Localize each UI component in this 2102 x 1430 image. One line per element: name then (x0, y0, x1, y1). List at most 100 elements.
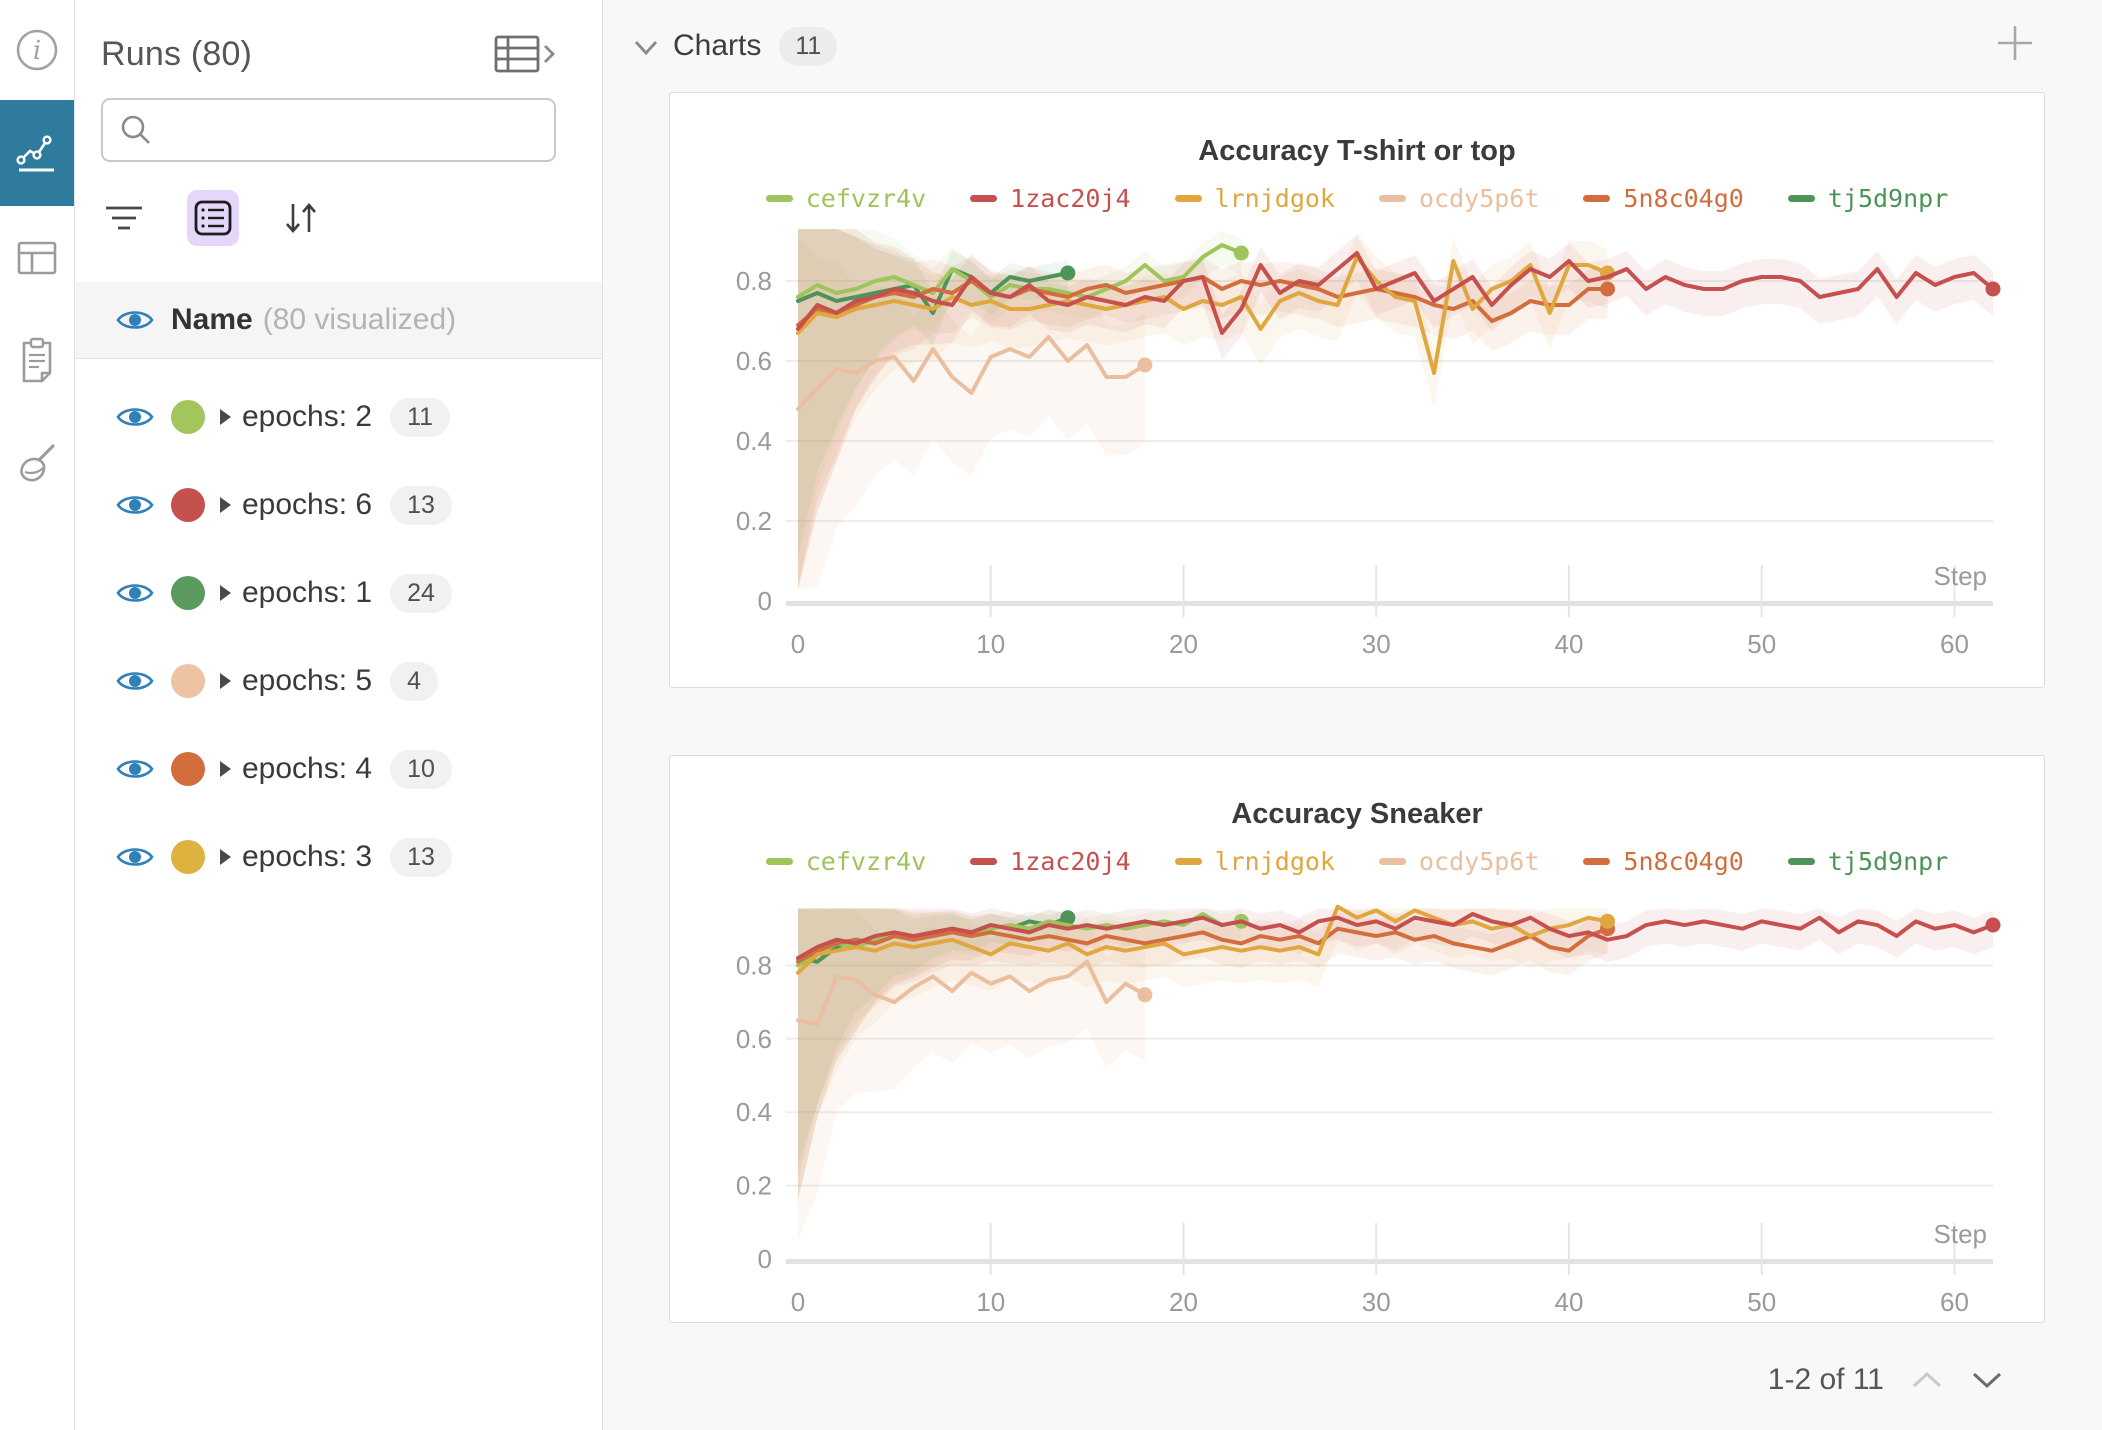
run-group-label: epochs: 1 (242, 576, 373, 609)
table-icon (15, 236, 59, 280)
eye-icon[interactable] (115, 756, 155, 782)
chart-legend: cefvzr4v 1zac20j4 lrnjdgok ocdy5p6t 5n8c… (670, 184, 2044, 213)
run-group-count-badge: 10 (390, 749, 452, 789)
run-group-label: epochs: 6 (242, 488, 373, 521)
workspace-main: Charts 11 Accuracy T-shirt or top cefvzr… (603, 0, 2102, 1430)
run-group-count-badge: 24 (390, 573, 452, 613)
svg-text:0: 0 (758, 586, 772, 616)
eye-icon[interactable] (115, 492, 155, 518)
svg-text:60: 60 (1940, 1287, 1969, 1317)
legend-item[interactable]: lrnjdgok (1174, 847, 1335, 876)
run-search[interactable] (101, 98, 556, 162)
svg-text:0: 0 (758, 1244, 772, 1274)
runs-name-header[interactable]: Name (80 visualized) (75, 282, 602, 359)
chevron-down-icon[interactable] (1970, 1369, 2004, 1391)
charts-collapse-chevron-icon[interactable] (633, 39, 659, 57)
svg-text:60: 60 (1940, 629, 1969, 659)
legend-item[interactable]: 5n8c04g0 (1583, 847, 1744, 876)
svg-text:50: 50 (1747, 1287, 1776, 1317)
filter-icon[interactable] (101, 200, 147, 236)
nav-info[interactable]: i (0, 0, 74, 100)
chart-panel-accuracy-tshirt[interactable]: Accuracy T-shirt or top cefvzr4v 1zac20j… (669, 92, 2045, 688)
chart-title: Accuracy Sneaker (1231, 798, 1483, 830)
legend-run-name: 1zac20j4 (1010, 184, 1131, 213)
legend-swatch (1787, 195, 1815, 202)
group-list-button[interactable] (187, 190, 239, 246)
svg-text:30: 30 (1362, 1287, 1391, 1317)
svg-text:10: 10 (976, 629, 1005, 659)
legend-swatch (1379, 858, 1406, 865)
svg-text:Step: Step (1934, 561, 1988, 591)
eye-icon[interactable] (115, 668, 155, 694)
legend-item[interactable]: tj5d9npr (1787, 184, 1948, 213)
run-group-count-badge: 13 (390, 485, 452, 525)
legend-run-name: ocdy5p6t (1419, 184, 1540, 213)
legend-item[interactable]: lrnjdgok (1174, 184, 1335, 213)
runs-title: Runs (80) (101, 34, 253, 73)
legend-item[interactable]: cefvzr4v (765, 184, 927, 213)
run-group-color-dot (171, 488, 205, 522)
legend-item[interactable]: cefvzr4v (765, 847, 926, 876)
run-group-row[interactable]: epochs: 4 10 (75, 725, 602, 813)
nav-notes[interactable] (0, 310, 74, 408)
legend-run-name: cefvzr4v (805, 184, 927, 213)
legend-swatch (1174, 195, 1202, 202)
eye-icon[interactable] (115, 307, 155, 333)
legend-run-name: 5n8c04g0 (1623, 184, 1744, 213)
legend-swatch (1379, 195, 1406, 202)
eye-icon[interactable] (115, 580, 155, 606)
legend-run-name: lrnjdgok (1214, 847, 1335, 876)
run-group-row[interactable]: epochs: 3 13 (75, 813, 602, 901)
legend-run-name: tj5d9npr (1827, 847, 1949, 876)
run-group-color-dot (171, 840, 205, 874)
legend-item[interactable]: 1zac20j4 (970, 847, 1131, 876)
legend-item[interactable]: 5n8c04g0 (1583, 184, 1744, 213)
run-group-count-badge: 13 (390, 837, 452, 877)
legend-swatch (970, 195, 998, 202)
run-group-row[interactable]: epochs: 2 11 (75, 373, 602, 461)
run-group-row[interactable]: epochs: 6 13 (75, 461, 602, 549)
svg-text:10: 10 (976, 1287, 1005, 1317)
run-group-row[interactable]: epochs: 1 24 (75, 549, 602, 637)
list-icon (193, 199, 233, 237)
chart-panel-accuracy-sneaker[interactable]: Accuracy Sneaker cefvzr4v 1zac20j4 lrnjd… (669, 755, 2045, 1323)
svg-text:0.8: 0.8 (736, 266, 772, 296)
search-input[interactable] (165, 113, 538, 147)
run-group-color-dot (171, 576, 205, 610)
legend-run-name: lrnjdgok (1214, 184, 1335, 213)
caret-right-icon[interactable] (219, 496, 232, 514)
caret-right-icon[interactable] (219, 848, 232, 866)
run-group-color-dot (171, 400, 205, 434)
eye-icon[interactable] (115, 844, 155, 870)
svg-text:20: 20 (1169, 1287, 1198, 1317)
caret-right-icon[interactable] (219, 672, 232, 690)
chart-legend: cefvzr4v 1zac20j4 lrnjdgok ocdy5p6t 5n8c… (670, 847, 2044, 876)
legend-item[interactable]: ocdy5p6t (1379, 184, 1539, 213)
run-group-row[interactable]: epochs: 5 4 (75, 637, 602, 725)
runs-table-expand-icon[interactable] (494, 32, 556, 76)
chart-plot[interactable]: 0 0.2 0.4 0.6 0.8 0 10 20 30 40 50 60 Step (670, 93, 2044, 687)
caret-right-icon[interactable] (219, 408, 232, 426)
run-group-list: epochs: 2 11 epochs: 6 13 epochs: 1 24 (75, 359, 602, 1430)
notes-icon (15, 335, 59, 383)
run-group-count-badge: 11 (390, 397, 451, 437)
caret-right-icon[interactable] (219, 584, 232, 602)
name-header-label: Name (171, 303, 253, 336)
nav-sweeps[interactable] (0, 408, 74, 520)
chart-plot[interactable]: 0 0.2 0.4 0.6 0.8 0 10 20 30 40 50 60 Step (670, 756, 2044, 1322)
nav-table[interactable] (0, 206, 74, 310)
sort-icon[interactable] (279, 196, 323, 240)
legend-item[interactable]: ocdy5p6t (1379, 847, 1539, 876)
legend-item[interactable]: 1zac20j4 (970, 184, 1131, 213)
chevron-up-icon[interactable] (1910, 1369, 1944, 1391)
svg-text:i: i (33, 36, 41, 66)
caret-right-icon[interactable] (219, 760, 232, 778)
svg-text:20: 20 (1169, 629, 1198, 659)
nav-charts[interactable] (0, 100, 74, 206)
legend-item[interactable]: tj5d9npr (1787, 847, 1949, 876)
eye-icon[interactable] (115, 404, 155, 430)
add-panel-button[interactable] (1994, 22, 2036, 64)
svg-text:0.4: 0.4 (736, 1097, 772, 1127)
search-icon (119, 113, 153, 147)
svg-text:0.6: 0.6 (736, 346, 772, 376)
